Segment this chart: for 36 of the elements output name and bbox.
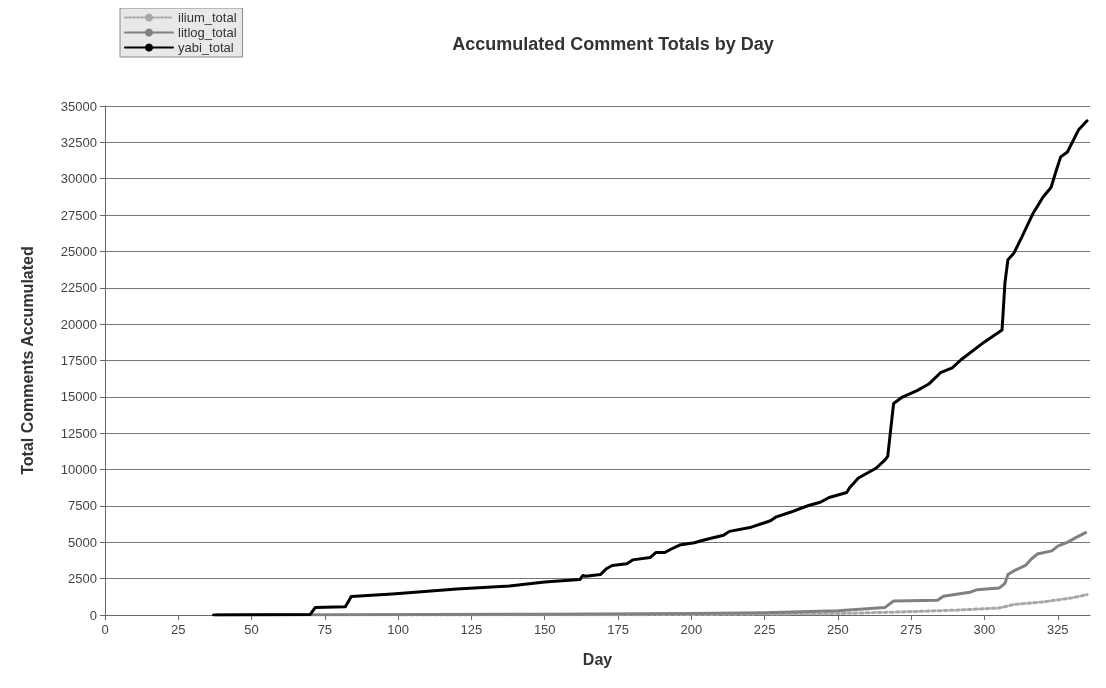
- y-tick-label: 22500: [60, 280, 97, 296]
- x-tick-label: 250: [827, 622, 849, 637]
- y-axis-title: Total Comments Accumulated: [18, 246, 36, 475]
- y-tick-label: 12500: [60, 425, 97, 441]
- legend-label: ilium_total: [178, 10, 237, 25]
- y-tick-label: 32500: [60, 134, 97, 150]
- legend-label: litlog_total: [178, 25, 237, 40]
- legend-label: yabi_total: [178, 40, 234, 55]
- y-tick-label: 25000: [60, 243, 97, 259]
- x-tick-label: 25: [171, 622, 186, 637]
- y-tick-label: 35000: [60, 98, 97, 114]
- y-tick-label: 20000: [60, 316, 97, 332]
- x-tick-label: 75: [317, 622, 333, 637]
- x-axis-title: Day: [582, 650, 613, 668]
- y-tick-label: 2500: [68, 571, 97, 587]
- x-tick-label: 225: [753, 622, 776, 637]
- x-tick-label: 100: [387, 622, 410, 637]
- x-tick-label: 300: [973, 622, 996, 637]
- x-tick-label: 150: [533, 622, 556, 637]
- y-tick-label: 5000: [68, 534, 97, 550]
- x-tick-label: 175: [607, 622, 629, 637]
- x-tick-label: 275: [900, 622, 923, 637]
- chart-title: Accumulated Comment Totals by Day: [452, 34, 774, 54]
- y-tick-label: 30000: [60, 171, 97, 187]
- x-tick-label: 325: [1046, 622, 1069, 637]
- line-series: [211, 119, 1089, 617]
- y-tick-label: 15000: [60, 389, 97, 405]
- x-tick-label: 0: [101, 622, 109, 637]
- y-tick-label: 10000: [60, 462, 97, 478]
- x-tick-label: 50: [244, 622, 259, 637]
- y-tick-label: 0: [89, 607, 97, 623]
- x-tick-label: 200: [680, 622, 703, 637]
- y-tick-label: 17500: [60, 353, 97, 368]
- x-tick-label: 125: [460, 622, 483, 637]
- y-tick-label: 7500: [68, 498, 97, 514]
- y-tick-label: 27500: [60, 207, 97, 223]
